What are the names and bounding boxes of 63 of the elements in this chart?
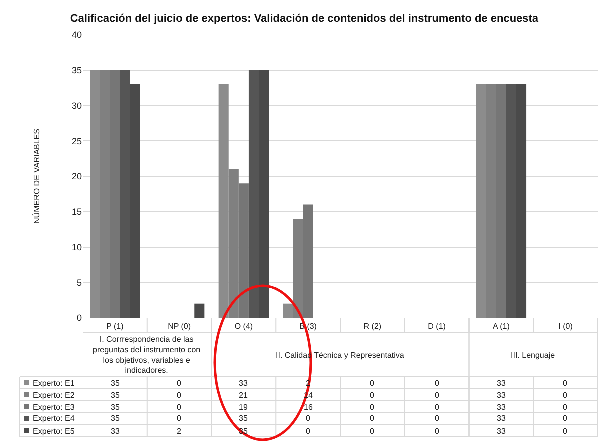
legend-label: Experto: E5 <box>33 427 76 436</box>
data-label: 0 <box>370 414 375 423</box>
data-label: 0 <box>563 379 568 388</box>
data-label: 35 <box>239 414 248 423</box>
data-label: 0 <box>435 427 440 436</box>
data-label: 19 <box>239 403 248 412</box>
data-label: 16 <box>304 403 314 412</box>
data-label: 33 <box>497 414 506 423</box>
data-label: 35 <box>111 379 120 388</box>
data-label: 0 <box>306 414 311 423</box>
y-tick-label: 40 <box>72 30 82 40</box>
x-tick-label: NP (0) <box>168 322 192 331</box>
y-tick-label: 25 <box>72 136 82 146</box>
data-label: 0 <box>370 427 375 436</box>
data-label: 0 <box>177 391 182 400</box>
text: I. Corrrespondencia de las preguntas del instrumento con los objetivos, variables e indicadores. <box>93 335 201 376</box>
data-label: 0 <box>370 403 375 412</box>
y-tick-label: 0 <box>76 313 82 324</box>
data-label: 33 <box>497 427 506 436</box>
legend-label: Experto: E1 <box>33 379 76 388</box>
legend-label: Experto: E4 <box>33 414 76 423</box>
legend-label: Experto: E3 <box>33 403 76 412</box>
data-label: 0 <box>177 414 182 423</box>
data-label: 33 <box>497 403 506 412</box>
y-tick-label: 30 <box>72 100 82 111</box>
data-label: 0 <box>435 379 440 388</box>
data-label: 0 <box>563 414 568 423</box>
bar <box>194 304 205 318</box>
data-label: 0 <box>306 427 311 436</box>
data-label: 35 <box>111 403 120 412</box>
data-label: 33 <box>239 379 248 388</box>
data-label: 2 <box>177 427 182 436</box>
data-label: 0 <box>435 414 440 423</box>
data-label: 0 <box>563 403 568 412</box>
data-label: 0 <box>177 379 182 388</box>
y-axis-title: NÚMERO DE VARIABLES <box>32 129 42 224</box>
y-tick-label: 20 <box>72 172 82 182</box>
data-label: 0 <box>435 403 440 412</box>
data-label: 21 <box>239 391 248 400</box>
y-tick-label: 10 <box>72 242 82 252</box>
x-tick-label: O (4) <box>234 322 254 331</box>
data-label: 33 <box>497 379 506 388</box>
data-label: 35 <box>111 391 120 400</box>
x-tick-label: R (2) <box>364 322 382 331</box>
data-label: 0 <box>563 391 568 400</box>
chart-title: Calificación del juicio de expertos: Validación de contenidos del instrumento de encuesta <box>70 12 540 25</box>
x-tick-label: A (1) <box>492 322 510 331</box>
y-tick-label: 5 <box>76 278 82 288</box>
data-label: 0 <box>177 403 182 412</box>
data-label: 35 <box>111 414 120 423</box>
x-tick-label: P (1) <box>106 322 124 331</box>
data-label: 0 <box>370 379 375 388</box>
data-label: 0 <box>563 427 568 436</box>
legend-label: Experto: E2 <box>33 391 76 400</box>
x-tick-label: D (1) <box>428 322 446 331</box>
data-label: 33 <box>497 391 506 400</box>
x-tick-label: I (0) <box>558 322 574 331</box>
y-tick-label: 35 <box>72 66 82 76</box>
text: III. Lenguaje <box>511 351 556 360</box>
data-label: 0 <box>370 391 375 400</box>
data-label: 0 <box>435 391 440 400</box>
y-tick-label: 15 <box>72 207 82 218</box>
data-label: 33 <box>111 427 120 436</box>
